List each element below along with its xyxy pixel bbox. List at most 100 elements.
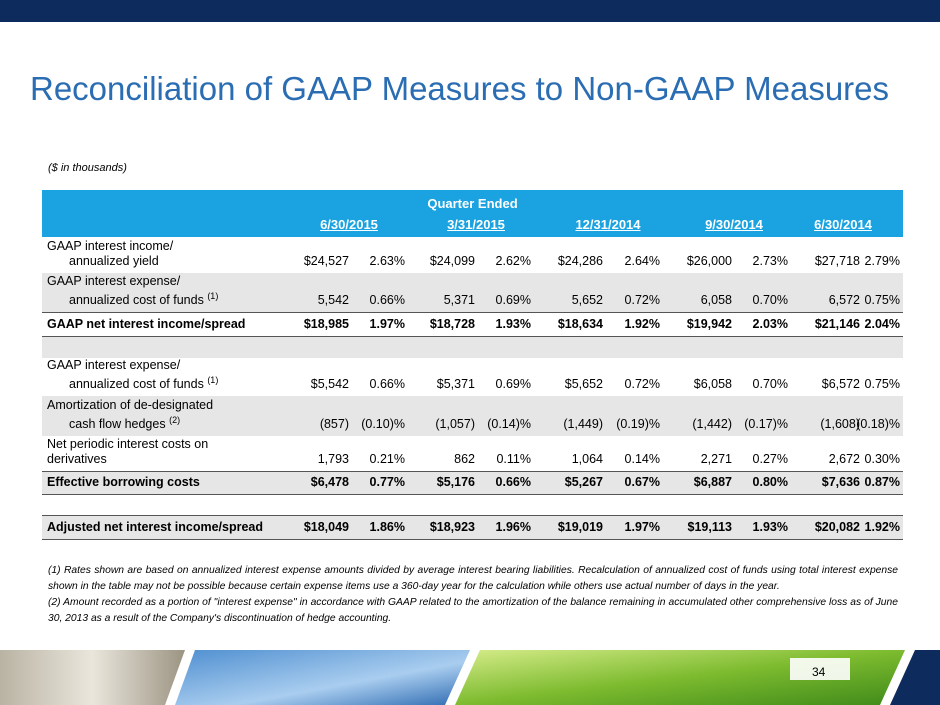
cell: (1,449) (563, 417, 603, 431)
slide-title: Reconciliation of GAAP Measures to Non-G… (30, 70, 890, 107)
cell: $26,000 (686, 254, 732, 268)
cell: 0.72% (624, 377, 660, 391)
row-label: Net periodic interest costs on derivative… (47, 437, 208, 467)
row-label: GAAP interest expense/annualized cost of… (47, 358, 218, 392)
cell: 5,652 (571, 293, 603, 307)
cell: (1,608) (820, 417, 860, 431)
cell: (0.10)% (361, 417, 405, 431)
cell: (1,057) (435, 417, 475, 431)
footnotes: (1) Rates shown are based on annualized … (48, 563, 898, 627)
cell: $20,082 (814, 520, 860, 534)
cell: $5,176 (436, 475, 475, 489)
row-label: GAAP net interest income/spread (47, 317, 245, 332)
cell: (0.18)% (856, 417, 900, 431)
cell: 5,542 (317, 293, 349, 307)
footnote-ref: (1) (207, 290, 219, 301)
cell: 0.27% (752, 452, 788, 466)
cell: 0.72% (624, 293, 660, 307)
label-text: GAAP interest expense/ (47, 273, 181, 288)
row-label: GAAP interest expense/annualized cost of… (47, 274, 218, 308)
cell: 0.87% (864, 475, 900, 489)
label-text: GAAP net interest income/spread (47, 317, 246, 331)
cell: 1.97% (624, 520, 660, 534)
label-line: GAAP interest expense/ (47, 274, 218, 289)
image-strip (0, 650, 940, 705)
cell: (0.17)% (744, 417, 788, 431)
table-row: GAAP interest expense/annualized cost of… (42, 358, 903, 396)
label-line: GAAP interest expense/ (47, 358, 218, 373)
column-header: 12/31/2014 (575, 217, 641, 232)
cell: $21,146 (814, 317, 860, 331)
cell: 1.93% (495, 317, 531, 331)
cell: 0.69% (495, 377, 531, 391)
cell: 0.70% (752, 377, 788, 391)
cell: 1.97% (369, 317, 405, 331)
cell: 1.93% (752, 520, 788, 534)
top-bar (0, 0, 940, 22)
label-text: annualized cost of funds (69, 293, 204, 307)
table-row: Effective borrowing costs $6,478 0.77% $5,1… (42, 471, 903, 495)
label-text: cash flow hedges (69, 417, 166, 431)
cell: 6,572 (828, 293, 860, 307)
cell: 1.92% (624, 317, 660, 331)
column-header: 6/30/2014 (814, 217, 872, 232)
label-line: Effective borrowing costs (47, 475, 200, 490)
cell: $6,058 (693, 377, 732, 391)
cell: $19,019 (557, 520, 603, 534)
cell: 0.14% (624, 452, 660, 466)
cell: 0.66% (369, 293, 405, 307)
cell: $6,478 (310, 475, 349, 489)
label-text: derivatives (47, 452, 107, 466)
units-note: ($ in thousands) (48, 162, 127, 174)
cell: 1,064 (571, 452, 603, 466)
column-header: 3/31/2015 (447, 217, 505, 232)
cell: $5,371 (436, 377, 475, 391)
footnote: (2) Amount recorded as a portion of "int… (48, 597, 898, 624)
row-label: GAAP interest income/annualized yield (47, 239, 173, 269)
label-line: GAAP net interest income/spread (47, 317, 245, 332)
table-row: Net periodic interest costs on derivative… (42, 436, 903, 471)
cell: $18,634 (557, 317, 603, 331)
footnote: (1) Rates shown are based on annualized … (48, 565, 898, 592)
column-header: 9/30/2014 (705, 217, 763, 232)
label-text: Adjusted net interest income/spread (47, 520, 264, 534)
cell: $18,728 (429, 317, 475, 331)
cell: 0.70% (752, 293, 788, 307)
cell: 6,058 (700, 293, 732, 307)
label-text: Amortization of de-designated (47, 397, 214, 412)
cell: $19,113 (687, 520, 733, 534)
cell: 862 (454, 452, 475, 466)
cell: $24,527 (303, 254, 349, 268)
label-text: annualized yield (69, 254, 159, 268)
label-text: GAAP interest expense/ (47, 357, 181, 372)
label-text: Net periodic interest costs on (47, 437, 209, 451)
cell: 2.03% (752, 317, 788, 331)
group-header: Quarter Ended (427, 196, 518, 211)
footnote-ref: (2) (169, 414, 181, 425)
cell: $24,099 (429, 254, 475, 268)
cell: $6,887 (693, 475, 732, 489)
cell: 2.64% (624, 254, 660, 268)
cell: 2.62% (495, 254, 531, 268)
row-label: Effective borrowing costs (47, 475, 200, 490)
label-line: annualized cost of funds (1) (47, 373, 218, 392)
cell: (1,442) (692, 417, 732, 431)
label-line: annualized cost of funds (1) (47, 289, 218, 308)
cell: 2.63% (369, 254, 405, 268)
cell: 2.73% (752, 254, 788, 268)
cell: 0.75% (864, 377, 900, 391)
cell: 1.96% (495, 520, 531, 534)
table-header: Quarter Ended 6/30/2015 3/31/2015 12/31/20… (42, 190, 903, 237)
label-line: GAAP interest income/ (47, 239, 173, 254)
label-text: annualized cost of funds (69, 377, 204, 391)
cell: $5,652 (564, 377, 603, 391)
cell: 0.67% (624, 475, 660, 489)
cell: $5,267 (564, 475, 603, 489)
label-line: Net periodic interest costs on (47, 437, 208, 452)
rope-image (0, 650, 185, 705)
label-text: GAAP interest income/ (47, 239, 174, 253)
cell: $6,572 (821, 377, 860, 391)
label-text: Effective borrowing costs (47, 475, 200, 489)
row-label: Adjusted net interest income/spread (47, 520, 263, 535)
spacer-row (42, 495, 903, 515)
